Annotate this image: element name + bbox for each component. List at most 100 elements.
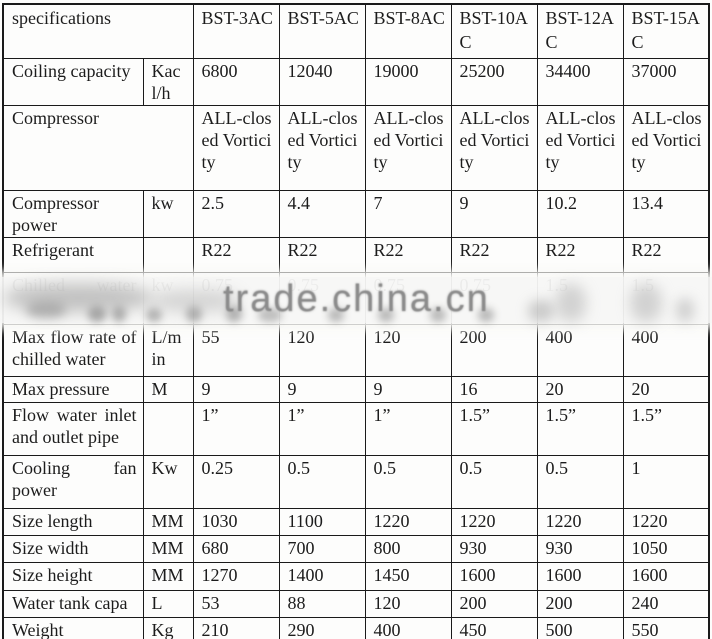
watermark-smudge: [186, 306, 202, 322]
value-cell: 1: [622, 454, 710, 509]
model-header-cell: BST-15AC: [622, 3, 710, 59]
watermark-text: trade.china.cn: [223, 278, 490, 320]
table-row: Compressor ALL-closed Vorticity ALL-closed…: [2, 104, 710, 191]
value-cell: 200: [450, 589, 538, 618]
value-cell: 450: [450, 616, 538, 639]
table-row: Flow water inlet and outlet pipe 1” 1” 1” 1.…: [2, 401, 710, 456]
row-label-cell: Compressor power: [2, 189, 144, 238]
value-cell: 53: [192, 589, 280, 618]
value-cell: 0.25: [192, 454, 280, 509]
watermark-smudge: [528, 300, 554, 322]
value-cell: 4.4: [278, 189, 366, 238]
value-cell: 2.5: [192, 189, 280, 238]
row-label-cell: Max flow rate of chilled water: [2, 323, 144, 377]
unit-cell: MM: [142, 507, 194, 536]
row-label-cell: Cooling fan power: [2, 454, 144, 509]
value-cell: 290: [278, 616, 366, 639]
table-row: Water tank capa L 53 88 120 200 200 240: [2, 589, 710, 618]
table-row: Refrigerant R22 R22 R22 R22 R22 R22: [2, 236, 710, 273]
unit-cell: [142, 401, 194, 456]
value-cell: 20: [536, 375, 624, 403]
value-cell: ALL-closed Vorticity: [450, 104, 538, 191]
value-cell: 88: [278, 589, 366, 618]
unit-cell: Kg: [142, 616, 194, 639]
unit-cell: L/min: [142, 323, 194, 377]
value-cell: 120: [364, 589, 452, 618]
watermark-smudge: [556, 284, 586, 322]
value-cell: 0.5: [536, 454, 624, 509]
value-cell: 1.5”: [536, 401, 624, 456]
value-cell: 25200: [450, 57, 538, 106]
value-cell: 1220: [622, 507, 710, 536]
value-cell: 19000: [364, 57, 452, 106]
value-cell: 200: [536, 589, 624, 618]
value-cell: 0.5: [278, 454, 366, 509]
value-cell: 9: [450, 189, 538, 238]
table-row: Coiling capacity Kacl/h 6800 12040 19000 2520…: [2, 57, 710, 106]
row-label-cell: Compressor: [2, 104, 194, 191]
value-cell: 120: [364, 323, 452, 377]
value-cell: 13.4: [622, 189, 710, 238]
value-cell: 1600: [450, 561, 538, 591]
value-cell: 500: [536, 616, 624, 639]
value-cell: 1.5”: [622, 401, 710, 456]
value-cell: 930: [536, 534, 624, 563]
value-cell: 930: [450, 534, 538, 563]
value-cell: 10.2: [536, 189, 624, 238]
unit-cell: Kw: [142, 454, 194, 509]
unit-cell: kw: [142, 189, 194, 238]
watermark-smudge: [226, 306, 242, 322]
value-cell: 1450: [364, 561, 452, 591]
value-cell: 1050: [622, 534, 710, 563]
model-header-cell: BST-8AC: [364, 3, 452, 59]
header-row: specifications BST-3AC BST-5AC BST-8AC BST-1…: [2, 3, 710, 59]
row-label-cell: Refrigerant: [2, 236, 144, 273]
value-cell: 9: [192, 375, 280, 403]
value-cell: 400: [364, 616, 452, 639]
value-cell: 1220: [450, 507, 538, 536]
model-header-cell: BST-3AC: [192, 3, 280, 59]
row-label-cell: Size length: [2, 507, 144, 536]
value-cell: 20: [622, 375, 710, 403]
unit-cell: L: [142, 589, 194, 618]
value-cell: 9: [364, 375, 452, 403]
value-cell: 34400: [536, 57, 624, 106]
unit-cell: M: [142, 375, 194, 403]
value-cell: 1”: [192, 401, 280, 456]
value-cell: 1030: [192, 507, 280, 536]
value-cell: 0.5: [364, 454, 452, 509]
watermark-smudge: [328, 308, 344, 322]
value-cell: 1270: [192, 561, 280, 591]
value-cell: ALL-closed Vorticity: [192, 104, 280, 191]
value-cell: 9: [278, 375, 366, 403]
model-header-cell: BST-10AC: [450, 3, 538, 59]
row-label-cell: Water tank capa: [2, 589, 144, 618]
value-cell: 37000: [622, 57, 710, 106]
watermark-smudge: [146, 308, 162, 322]
value-cell: 1600: [536, 561, 624, 591]
value-cell: ALL-closed Vorticity: [364, 104, 452, 191]
unit-cell: [142, 236, 194, 273]
watermark-smudge: [676, 298, 694, 322]
unit-cell: Kacl/h: [142, 57, 194, 106]
table-row: Size width MM 680 700 800 930 930 1050: [2, 534, 710, 563]
value-cell: 1220: [536, 507, 624, 536]
row-label-cell: Weight: [2, 616, 144, 639]
watermark-smudge: [478, 308, 494, 322]
watermark-smudge: [150, 290, 240, 312]
value-cell: 6800: [192, 57, 280, 106]
watermark: trade.china.cn: [0, 277, 712, 323]
row-label-cell: Size width: [2, 534, 144, 563]
value-cell: R22: [622, 236, 710, 273]
value-cell: 16: [450, 375, 538, 403]
value-cell: 680: [192, 534, 280, 563]
value-cell: R22: [450, 236, 538, 273]
value-cell: ALL-closed Vorticity: [278, 104, 366, 191]
value-cell: 1100: [278, 507, 366, 536]
value-cell: R22: [364, 236, 452, 273]
watermark-smudge: [630, 284, 662, 322]
watermark-smudge: [430, 308, 446, 322]
value-cell: 1400: [278, 561, 366, 591]
row-label-cell: Size height: [2, 561, 144, 591]
model-header-cell: BST-5AC: [278, 3, 366, 59]
